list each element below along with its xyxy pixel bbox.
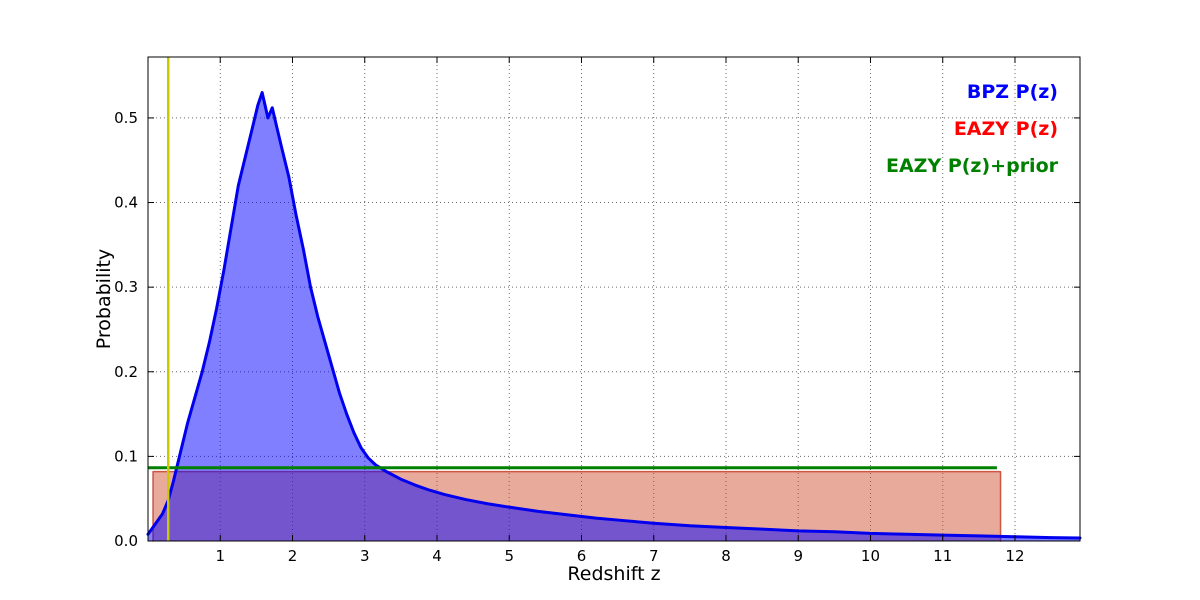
legend-item-eazy: EAZY P(z) — [953, 118, 1058, 140]
svg-text:2: 2 — [288, 547, 298, 565]
legend-item-bpz: BPZ P(z) — [966, 81, 1058, 103]
svg-text:7: 7 — [649, 547, 659, 565]
svg-text:12: 12 — [1005, 547, 1024, 565]
legend: BPZ P(z) EAZY P(z) EAZY P(z)+prior — [886, 74, 1058, 185]
svg-text:6: 6 — [577, 547, 587, 565]
svg-text:1: 1 — [215, 547, 225, 565]
svg-text:3: 3 — [360, 547, 370, 565]
y-axis-label: Probability — [93, 248, 115, 350]
svg-text:10: 10 — [861, 547, 880, 565]
svg-text:0.3: 0.3 — [114, 278, 138, 296]
svg-text:0.2: 0.2 — [114, 363, 138, 381]
svg-text:5: 5 — [504, 547, 514, 565]
svg-text:4: 4 — [432, 547, 442, 565]
x-axis-label: Redshift z — [567, 563, 661, 585]
svg-text:9: 9 — [793, 547, 803, 565]
svg-text:8: 8 — [721, 547, 731, 565]
legend-item-eazy-prior: EAZY P(z)+prior — [885, 155, 1058, 177]
svg-text:0.5: 0.5 — [114, 109, 138, 127]
svg-text:0.0: 0.0 — [114, 532, 138, 550]
svg-text:0.1: 0.1 — [114, 447, 138, 465]
svg-text:11: 11 — [933, 547, 952, 565]
svg-text:0.4: 0.4 — [114, 194, 138, 212]
